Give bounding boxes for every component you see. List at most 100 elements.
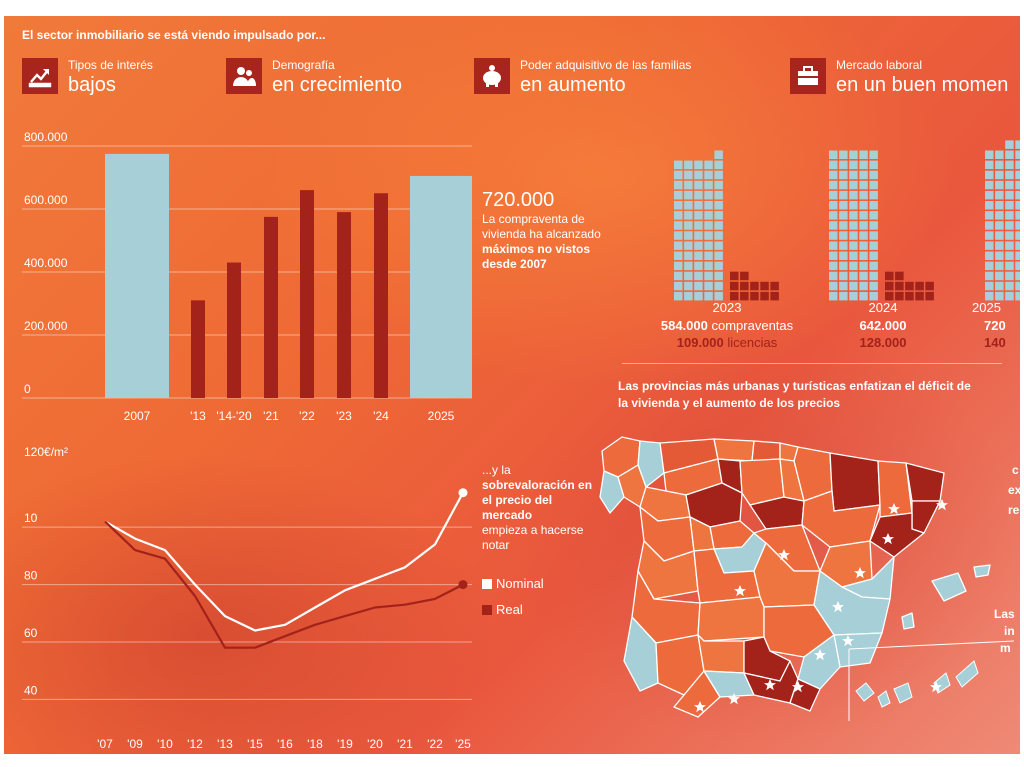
waffle-cell-ventas bbox=[714, 261, 723, 271]
stat-licencias-2024: 128.000 bbox=[859, 335, 907, 350]
star-icon bbox=[842, 635, 854, 647]
region-menorca bbox=[973, 564, 991, 578]
region-tarragona bbox=[869, 512, 925, 558]
y-tick-label: 600.000 bbox=[24, 193, 68, 207]
waffle-cell-ventas bbox=[1005, 241, 1014, 250]
star-icon bbox=[930, 681, 942, 693]
waffle-cell-ventas bbox=[694, 190, 703, 200]
waffle-cell-ventas bbox=[1005, 180, 1014, 190]
x-tick-label: '22 bbox=[299, 409, 315, 423]
piggy-bank-icon bbox=[474, 58, 510, 94]
region-canarias-east bbox=[933, 660, 979, 694]
waffle-cell-ventas bbox=[684, 160, 693, 170]
star-icon bbox=[734, 585, 746, 597]
waffle-cell-ventas bbox=[859, 231, 868, 240]
edge-text: m bbox=[1000, 641, 1011, 655]
people-icon bbox=[226, 58, 262, 94]
waffle-cell-ventas bbox=[859, 251, 868, 260]
annotation-bold: sobrevaloración en el precio del mercado bbox=[482, 478, 593, 522]
series-line-real bbox=[104, 520, 464, 649]
edge-text: ex bbox=[1008, 483, 1020, 497]
waffle-cell-ventas bbox=[985, 190, 994, 200]
star-icon bbox=[854, 567, 866, 579]
waffle-cell-ventas bbox=[704, 170, 713, 180]
waffle-cell-ventas bbox=[995, 231, 1004, 240]
waffle-cell-ventas bbox=[714, 211, 723, 220]
waffle-cell-ventas bbox=[829, 160, 838, 170]
legend-nominal: Nominal bbox=[482, 576, 544, 591]
feature-demography: Demografía en crecimiento bbox=[226, 58, 456, 104]
waffle-cell-licencias bbox=[730, 291, 739, 301]
waffle-cell-ventas bbox=[995, 281, 1004, 291]
map-title: Las provincias más urbanas y turísticas … bbox=[618, 379, 971, 410]
star-icon bbox=[778, 549, 790, 561]
waffle-cell-licencias bbox=[895, 291, 904, 301]
waffle-cell-ventas bbox=[869, 150, 878, 159]
x-tick-label: '07 bbox=[97, 737, 113, 751]
waffle-cell-licencias bbox=[760, 291, 769, 301]
waffle-cell-ventas bbox=[849, 170, 858, 180]
waffle-cell-ventas bbox=[995, 241, 1004, 250]
region-girona bbox=[905, 462, 945, 502]
x-tick-label: 2025 bbox=[428, 409, 455, 423]
x-tick-label: 2007 bbox=[124, 409, 151, 423]
waffle-cell-ventas bbox=[869, 251, 878, 260]
waffle-cell-ventas bbox=[1015, 271, 1020, 281]
waffle-cell-ventas bbox=[684, 291, 693, 301]
waffle-cell-ventas bbox=[714, 221, 723, 230]
waffle-cell-ventas bbox=[849, 150, 858, 159]
waffle-cell-ventas bbox=[1005, 211, 1014, 220]
feature-value: en crecimiento bbox=[272, 74, 403, 96]
region-huesca bbox=[829, 452, 881, 512]
waffle-cell-ventas bbox=[849, 201, 858, 210]
waffle-cell-ventas bbox=[684, 180, 693, 190]
waffle-cell-ventas bbox=[1005, 170, 1014, 180]
waffle-cell-licencias bbox=[885, 291, 894, 301]
x-tick-label: '25 bbox=[455, 737, 471, 751]
waffle-cell-ventas bbox=[995, 291, 1004, 301]
y-tick-label: 200.000 bbox=[24, 319, 68, 333]
infographic: El sector inmobiliario se está viendo im… bbox=[4, 16, 1020, 754]
waffle-cell-ventas bbox=[849, 261, 858, 271]
feature-labour-market: Mercado laboral en un buen momen bbox=[790, 58, 1020, 104]
region-zaragoza bbox=[801, 490, 881, 548]
waffle-year-2023: 2023 bbox=[712, 300, 742, 315]
x-tick-label: '20 bbox=[367, 737, 383, 751]
waffle-cell-ventas bbox=[869, 221, 878, 230]
waffle-cell-ventas bbox=[839, 211, 848, 220]
waffle-cell-ventas bbox=[714, 201, 723, 210]
stat-licencias-2023: 109.000 licencias bbox=[627, 335, 827, 350]
x-tick-label: '16 bbox=[277, 737, 293, 751]
x-tick-label: '18 bbox=[307, 737, 323, 751]
waffle-cell-ventas bbox=[995, 261, 1004, 271]
waffle-cell-ventas bbox=[985, 221, 994, 230]
waffle-cell-ventas bbox=[674, 211, 683, 220]
star-icon bbox=[728, 693, 740, 705]
bar bbox=[300, 190, 314, 398]
stat-suffix: compraventas bbox=[711, 318, 794, 333]
waffle-cell-licencias bbox=[770, 281, 779, 291]
waffle-cell-ventas bbox=[714, 180, 723, 190]
waffle-cell-ventas bbox=[985, 170, 994, 180]
stat-ventas-2025: 720 bbox=[984, 318, 1006, 333]
waffle-cell-ventas bbox=[1015, 281, 1020, 291]
waffle-cell-licencias bbox=[925, 291, 934, 301]
waffle-cell-ventas bbox=[839, 231, 848, 240]
waffle-cell-ventas bbox=[684, 261, 693, 271]
waffle-cell-licencias bbox=[740, 271, 749, 281]
waffle-cell-ventas bbox=[1005, 160, 1014, 170]
waffle-cell-ventas bbox=[1015, 150, 1020, 159]
series-endpoint bbox=[458, 488, 468, 498]
waffle-cell-ventas bbox=[829, 221, 838, 230]
star-markers bbox=[694, 499, 948, 713]
waffle-cell-ventas bbox=[674, 241, 683, 250]
waffle-cell-ventas bbox=[674, 261, 683, 271]
region-cadiz bbox=[673, 670, 721, 718]
waffle-cell-ventas bbox=[995, 150, 1004, 159]
waffle-cell-ventas bbox=[839, 190, 848, 200]
waffle-cell-ventas bbox=[859, 281, 868, 291]
waffle-cell-ventas bbox=[714, 251, 723, 260]
waffle-cell-ventas bbox=[674, 180, 683, 190]
waffle-cell-ventas bbox=[1005, 291, 1014, 301]
waffle-cell-ventas bbox=[859, 170, 868, 180]
